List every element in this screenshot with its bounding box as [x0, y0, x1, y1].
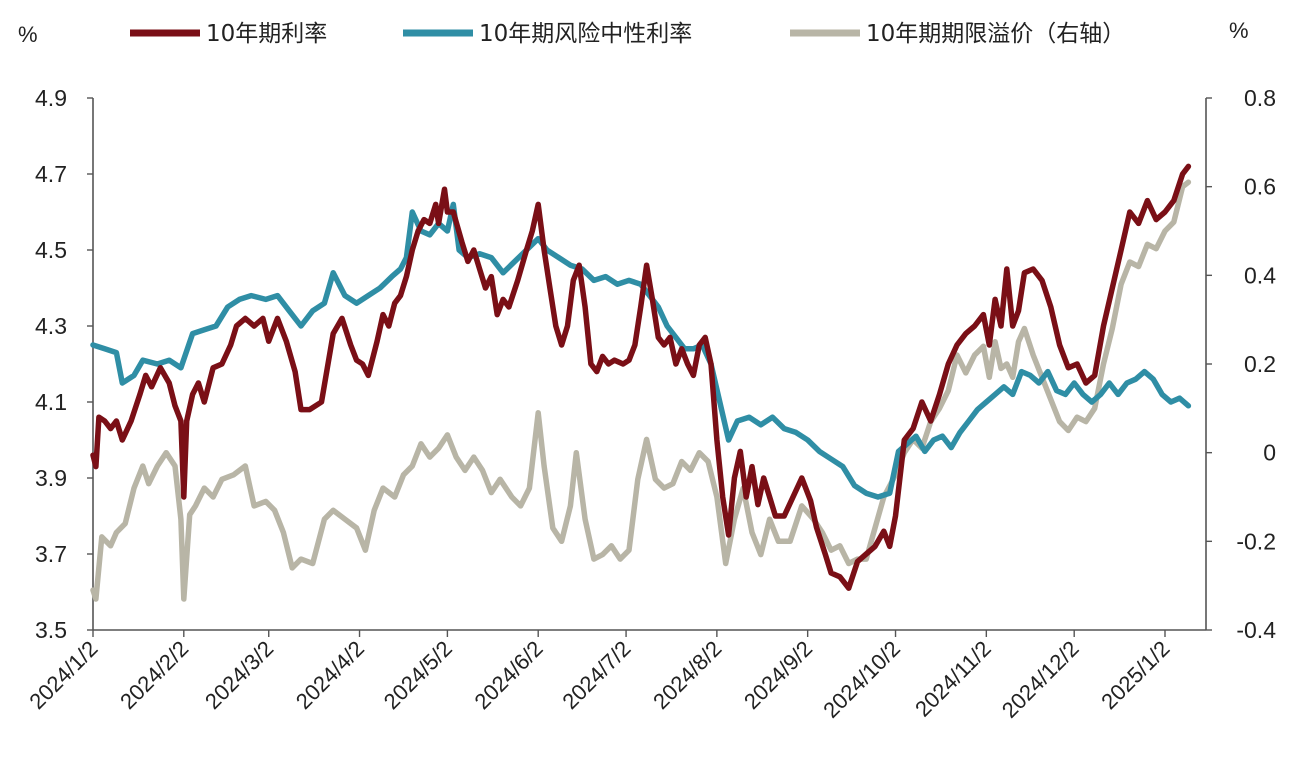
legend-item-neutral-rate: 10年期风险中性利率	[403, 21, 692, 47]
x-tick-label: 2024/2/2	[115, 636, 193, 714]
x-tick-label: 2024/1/2	[24, 636, 102, 714]
x-tick-label: 2024/5/2	[379, 636, 457, 714]
left-y-tick-label: 4.1	[35, 389, 67, 415]
x-tick-label: 2024/4/2	[291, 636, 369, 714]
x-tick-label: 2024/7/2	[557, 636, 635, 714]
left-y-tick-label: 3.7	[35, 541, 67, 567]
left-axis-unit: %	[18, 22, 38, 47]
legend-item-rate: 10年期利率	[130, 21, 327, 47]
x-tick-label: 2024/10/2	[818, 636, 905, 723]
right-y-tick-label: -0.4	[1236, 617, 1276, 643]
right-y-tick-label: 0.8	[1244, 85, 1276, 111]
right-y-tick-label: 0.2	[1244, 351, 1276, 377]
legend-item-term-premium: 10年期期限溢价（右轴）	[790, 21, 1125, 47]
x-tick-label: 2024/8/2	[648, 636, 726, 714]
x-tick-label: 2024/6/2	[470, 636, 548, 714]
legend-label-term-premium: 10年期期限溢价（右轴）	[866, 21, 1125, 47]
right-y-ticks: 0.8 0.6 0.4 0.2 0 -0.2 -0.4	[1206, 85, 1276, 643]
right-y-tick-label: 0.6	[1244, 174, 1276, 200]
series-line-neutral-rate	[90, 201, 1192, 500]
right-axis-unit: %	[1229, 18, 1249, 43]
left-y-tick-label: 4.3	[35, 313, 67, 339]
legend-label-neutral-rate: 10年期风险中性利率	[479, 21, 692, 47]
series-line-term-premium	[90, 179, 1192, 602]
left-y-tick-label: 4.5	[35, 237, 67, 263]
x-tick-label: 2024/3/2	[200, 636, 278, 714]
left-y-tick-label: 4.7	[35, 161, 67, 187]
right-y-tick-label: 0.4	[1244, 262, 1276, 288]
x-ticks: 2024/1/2 2024/2/2 2024/3/2 2024/4/2 2024/5/2…	[24, 630, 1175, 723]
left-y-tick-label: 3.9	[35, 465, 67, 491]
right-y-tick-label: -0.2	[1236, 528, 1276, 554]
legend: 10年期利率 10年期风险中性利率 10年期期限溢价（右轴）	[130, 21, 1125, 47]
left-y-tick-label: 3.5	[35, 617, 67, 643]
series-layer	[90, 163, 1192, 602]
x-tick-label: 2024/12/2	[997, 636, 1084, 723]
right-y-tick-label: 0	[1263, 440, 1276, 466]
x-tick-label: 2025/1/2	[1096, 636, 1174, 714]
left-y-ticks: 4.9 4.7 4.5 4.3 4.1 3.9 3.7 3.5	[35, 85, 93, 643]
left-y-tick-label: 4.9	[35, 85, 67, 111]
x-tick-label: 2024/11/2	[910, 636, 996, 722]
legend-label-rate: 10年期利率	[206, 21, 327, 47]
series-line-rate	[90, 163, 1192, 591]
x-tick-label: 2024/9/2	[739, 636, 817, 714]
